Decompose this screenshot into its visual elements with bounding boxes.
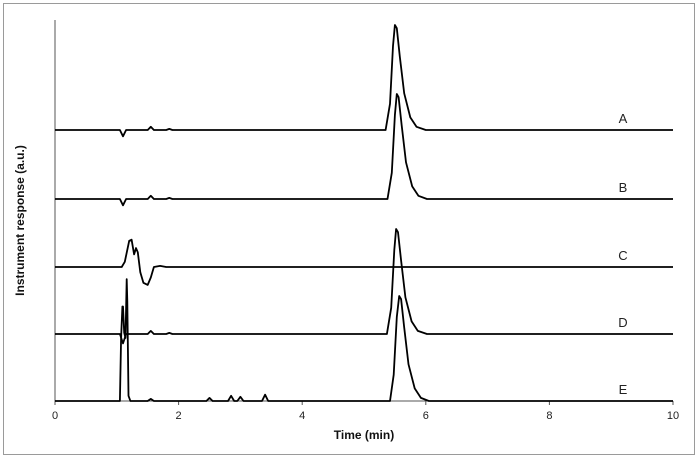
trace-label-a: A — [619, 111, 628, 126]
trace-labels: A B C D E — [618, 111, 627, 397]
trace-b — [55, 93, 673, 207]
trace-a — [55, 24, 673, 138]
x-ticks: 0 2 4 6 8 10 — [52, 401, 679, 422]
x-tick-label: 6 — [423, 410, 429, 422]
trace-c — [55, 238, 673, 286]
x-tick-label: 10 — [667, 410, 679, 422]
y-axis-title: Instrument response (a.u.) — [13, 145, 27, 296]
x-tick-label: 4 — [299, 410, 305, 422]
trace-label-b: B — [619, 180, 628, 195]
chart-frame — [3, 3, 695, 455]
x-axis-title: Time (min) — [334, 428, 394, 442]
traces — [55, 24, 673, 402]
trace-d — [55, 228, 673, 345]
x-tick-label: 2 — [176, 410, 182, 422]
x-tick-label: 8 — [546, 410, 552, 422]
trace-label-c: C — [618, 248, 627, 263]
trace-e — [55, 278, 673, 402]
trace-label-e: E — [619, 382, 628, 397]
x-tick-label: 0 — [52, 410, 58, 422]
trace-label-d: D — [618, 315, 627, 330]
